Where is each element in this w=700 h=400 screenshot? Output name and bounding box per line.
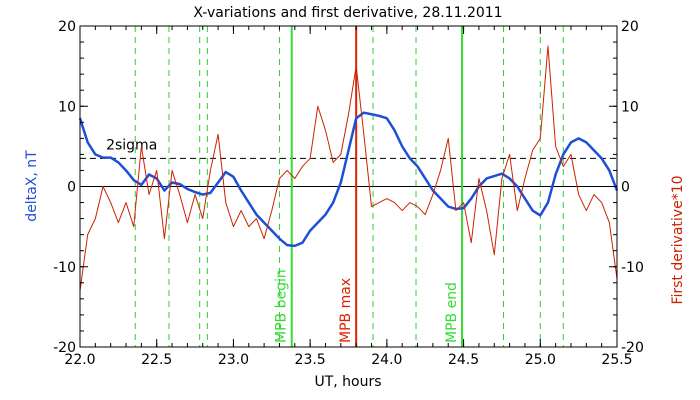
x-axis-title: UT, hours [314, 374, 381, 390]
y-tick-label-right-0: -20 [621, 340, 644, 356]
x-tick-label-3: 23.5 [295, 352, 326, 368]
y-tick-label-left-4: 20 [58, 19, 76, 35]
y-tick-label-right-3: 10 [621, 99, 639, 115]
y-tick-label-left-3: 10 [58, 99, 76, 115]
y-tick-label-left-2: 0 [67, 180, 76, 196]
vertical-marker-label-0: MPB begin [274, 269, 290, 343]
x-tick-label-5: 24.5 [448, 352, 479, 368]
x-tick-label-6: 25.0 [525, 352, 556, 368]
x-tick-label-2: 23.0 [218, 352, 249, 368]
vertical-marker-label-2: MPB end [444, 282, 460, 343]
y-tick-label-right-1: -10 [621, 260, 644, 276]
plot-area: 2sigma MPB begin MPB max MPB end 22.0 22.5 23.… [53, 19, 644, 368]
x-tick-label-7: 25.5 [601, 352, 632, 368]
y-axis-left-title: deltaX, nT [24, 150, 40, 222]
series-line-1 [79, 45, 618, 291]
vertical-marker-label-1: MPB max [338, 278, 354, 343]
x-tick-label-4: 24.0 [371, 352, 402, 368]
x-tick-label-1: 22.5 [141, 352, 172, 368]
y-tick-label-left-1: -10 [53, 260, 76, 276]
y-tick-label-right-2: 0 [621, 180, 630, 196]
y-axis-right-title: First derivative*10 [670, 175, 686, 304]
reference-label-0: 2sigma [106, 137, 157, 153]
series-line-0 [78, 111, 619, 248]
x-tick-label-0: 22.0 [64, 352, 95, 368]
y-tick-label-right-4: 20 [621, 19, 639, 35]
chart-title: X-variations and first derivative, 28.11… [193, 5, 502, 21]
y-tick-label-left-0: -20 [53, 340, 76, 356]
